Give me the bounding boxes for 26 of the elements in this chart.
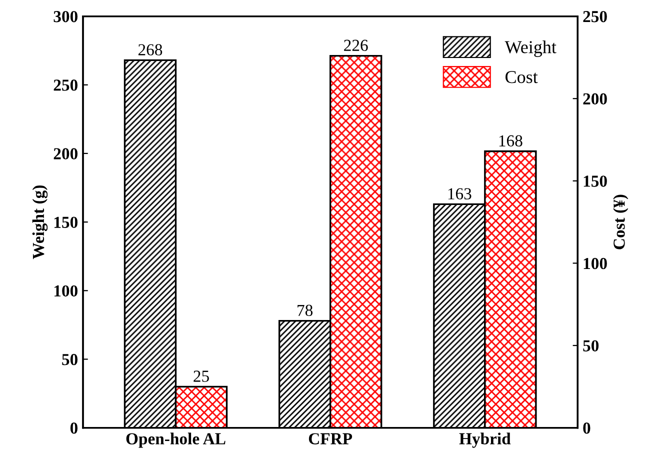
y2-tick-label: 150 xyxy=(584,176,607,187)
y-axis-title: Weight (g) xyxy=(32,186,48,260)
data-label: 268 xyxy=(138,44,162,56)
y2-tick-label: 0 xyxy=(583,422,590,434)
x-tick-label: Open-hole AL xyxy=(126,432,226,448)
y-tick-label: 250 xyxy=(54,80,78,91)
y-tick-label: 300 xyxy=(54,10,78,22)
legend-label: Weight xyxy=(504,40,556,57)
data-label: 168 xyxy=(499,135,522,146)
data-label: 163 xyxy=(448,188,472,200)
data-label: 25 xyxy=(194,370,209,382)
y-tick-label: 50 xyxy=(62,354,78,366)
y-tick-label: 150 xyxy=(54,216,78,228)
y2-axis-title: Cost (¥) xyxy=(613,194,628,250)
y-tick-label: 100 xyxy=(54,285,78,297)
y-tick-label: 0 xyxy=(70,422,78,434)
data-label: 78 xyxy=(298,304,313,316)
legend-label: Cost xyxy=(506,70,538,84)
y2-tick-label: 250 xyxy=(583,10,607,22)
y2-tick-label: 100 xyxy=(584,258,607,270)
x-tick-label: Hybrid xyxy=(459,432,511,448)
y2-tick-label: 50 xyxy=(583,340,599,352)
y2-tick-label: 200 xyxy=(583,93,607,105)
data-label: 226 xyxy=(344,40,368,52)
x-tick-label: CFRP xyxy=(308,433,352,444)
y-tick-label: 200 xyxy=(54,148,78,160)
